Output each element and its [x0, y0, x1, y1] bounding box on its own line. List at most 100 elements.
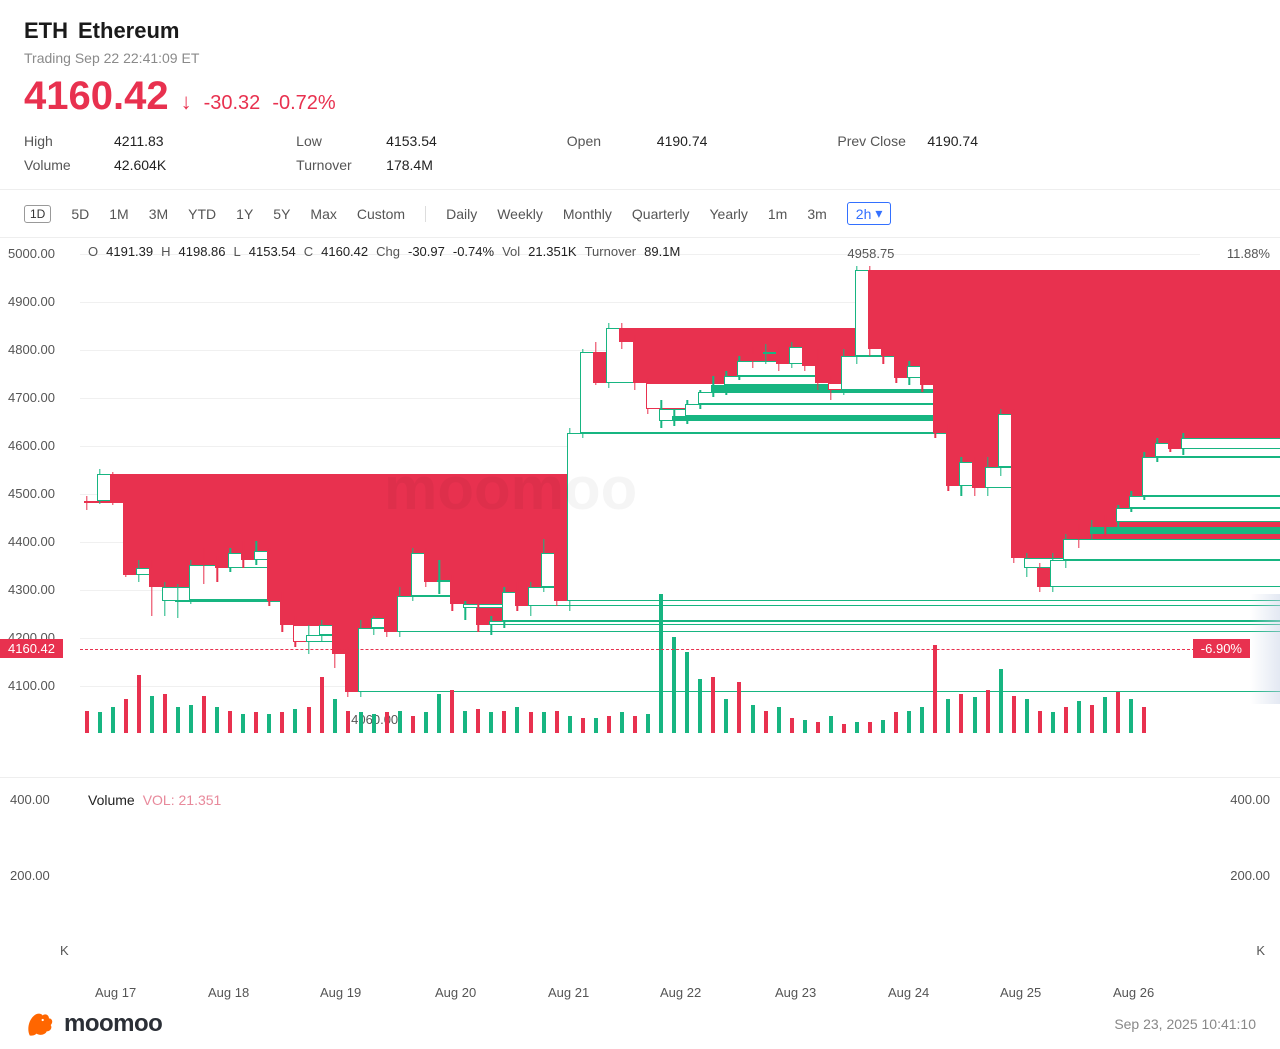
volume-bar-66[interactable] — [946, 699, 950, 733]
volume-bar-17[interactable] — [307, 707, 311, 733]
period-tab-daily[interactable]: Daily — [446, 206, 477, 222]
volume-bar-60[interactable] — [868, 722, 872, 733]
volume-bar-25[interactable] — [411, 716, 415, 733]
volume-bar-4[interactable] — [137, 675, 141, 733]
volume-chart-panel[interactable]: Volume VOL: 21.351 400.00 400.00 200.00 200… — [0, 777, 1280, 987]
period-tab-monthly[interactable]: Monthly — [563, 206, 612, 222]
volume-bar-23[interactable] — [385, 712, 389, 733]
volume-bar-76[interactable] — [1077, 701, 1081, 733]
candle-body-80[interactable] — [1129, 496, 1280, 508]
candle-body-61[interactable] — [881, 349, 1280, 356]
volume-bar-18[interactable] — [320, 677, 324, 733]
volume-bar-43[interactable] — [646, 714, 650, 733]
volume-bar-53[interactable] — [777, 707, 781, 733]
candle-body-60[interactable] — [868, 270, 1280, 349]
volume-bar-19[interactable] — [333, 699, 337, 733]
volume-bar-71[interactable] — [1012, 696, 1016, 734]
candle-body-21[interactable] — [358, 628, 1280, 693]
period-tab-1m-alt[interactable]: 1m — [768, 206, 787, 222]
volume-bar-31[interactable] — [489, 712, 493, 733]
volume-bar-38[interactable] — [581, 718, 585, 733]
volume-bar-73[interactable] — [1038, 711, 1042, 734]
period-tab-ytd[interactable]: YTD — [188, 206, 216, 222]
volume-bar-51[interactable] — [751, 705, 755, 733]
volume-bar-46[interactable] — [685, 652, 689, 733]
volume-bar-48[interactable] — [711, 677, 715, 733]
period-tab-custom[interactable]: Custom — [357, 206, 405, 222]
candle-body-64[interactable] — [920, 366, 1280, 385]
volume-bar-11[interactable] — [228, 711, 232, 734]
volume-bar-74[interactable] — [1051, 712, 1055, 733]
volume-bar-33[interactable] — [515, 707, 519, 733]
volume-bar-8[interactable] — [189, 705, 193, 733]
period-tab-3m[interactable]: 3M — [149, 206, 168, 222]
volume-bar-5[interactable] — [150, 696, 154, 734]
volume-bar-64[interactable] — [920, 707, 924, 733]
volume-bar-50[interactable] — [737, 682, 741, 733]
volume-bar-12[interactable] — [241, 714, 245, 733]
volume-bar-57[interactable] — [829, 716, 833, 733]
volume-bar-26[interactable] — [424, 712, 428, 733]
volume-bar-67[interactable] — [959, 694, 963, 733]
volume-bar-2[interactable] — [111, 707, 115, 733]
volume-bar-22[interactable] — [372, 714, 376, 733]
volume-bar-79[interactable] — [1116, 692, 1120, 733]
period-tab-1m[interactable]: 1M — [109, 206, 128, 222]
volume-bar-77[interactable] — [1090, 705, 1094, 733]
volume-bar-63[interactable] — [907, 711, 911, 734]
volume-bar-70[interactable] — [999, 669, 1003, 733]
interval-dropdown[interactable]: 2h ▾ — [847, 202, 892, 225]
volume-bar-80[interactable] — [1129, 699, 1133, 733]
volume-bar-13[interactable] — [254, 712, 258, 733]
volume-bar-32[interactable] — [502, 711, 506, 734]
candle-body-76[interactable] — [1077, 534, 1280, 539]
volume-bar-30[interactable] — [476, 709, 480, 733]
volume-bar-24[interactable] — [398, 711, 402, 734]
volume-bar-54[interactable] — [790, 718, 794, 733]
candle-body-31[interactable] — [489, 621, 1280, 625]
volume-bar-14[interactable] — [267, 714, 271, 733]
volume-bar-47[interactable] — [698, 679, 702, 733]
period-tab-5y[interactable]: 5Y — [273, 206, 290, 222]
volume-bar-36[interactable] — [555, 711, 559, 734]
volume-bar-41[interactable] — [620, 712, 624, 733]
volume-bar-44[interactable] — [659, 594, 663, 733]
volume-bar-42[interactable] — [633, 716, 637, 733]
volume-bar-29[interactable] — [463, 711, 467, 734]
period-tab-1d[interactable]: 1D — [24, 205, 51, 223]
volume-bar-65[interactable] — [933, 645, 937, 733]
volume-bar-62[interactable] — [894, 712, 898, 733]
volume-bar-58[interactable] — [842, 724, 846, 733]
period-tab-3m-alt[interactable]: 3m — [807, 206, 826, 222]
volume-bar-45[interactable] — [672, 637, 676, 733]
volume-bar-68[interactable] — [973, 697, 977, 733]
candle-body-78[interactable] — [1103, 522, 1280, 527]
volume-bar-49[interactable] — [724, 699, 728, 733]
volume-bar-1[interactable] — [98, 712, 102, 733]
candle-body-75[interactable] — [1063, 539, 1280, 561]
volume-bar-34[interactable] — [529, 712, 533, 733]
period-tab-1y[interactable]: 1Y — [236, 206, 253, 222]
volume-bar-20[interactable] — [346, 711, 350, 734]
volume-bar-69[interactable] — [986, 690, 990, 733]
volume-bar-78[interactable] — [1103, 697, 1107, 733]
candle-body-77[interactable] — [1090, 527, 1280, 534]
volume-bar-3[interactable] — [124, 699, 128, 733]
volume-bar-6[interactable] — [163, 694, 167, 733]
volume-bar-15[interactable] — [280, 712, 284, 733]
volume-bar-56[interactable] — [816, 722, 820, 733]
volume-bar-27[interactable] — [437, 694, 441, 733]
volume-bar-59[interactable] — [855, 722, 859, 733]
volume-bar-52[interactable] — [764, 711, 768, 734]
period-tab-5d[interactable]: 5D — [71, 206, 89, 222]
volume-bar-37[interactable] — [568, 716, 572, 733]
candle-body-79[interactable] — [1116, 508, 1280, 522]
volume-bar-61[interactable] — [881, 720, 885, 733]
volume-bar-0[interactable] — [85, 711, 89, 734]
candle-body-74[interactable] — [1050, 560, 1280, 586]
volume-bar-28[interactable] — [450, 690, 454, 733]
volume-bar-7[interactable] — [176, 707, 180, 733]
volume-bar-72[interactable] — [1025, 699, 1029, 733]
candle-body-84[interactable] — [1181, 438, 1280, 449]
